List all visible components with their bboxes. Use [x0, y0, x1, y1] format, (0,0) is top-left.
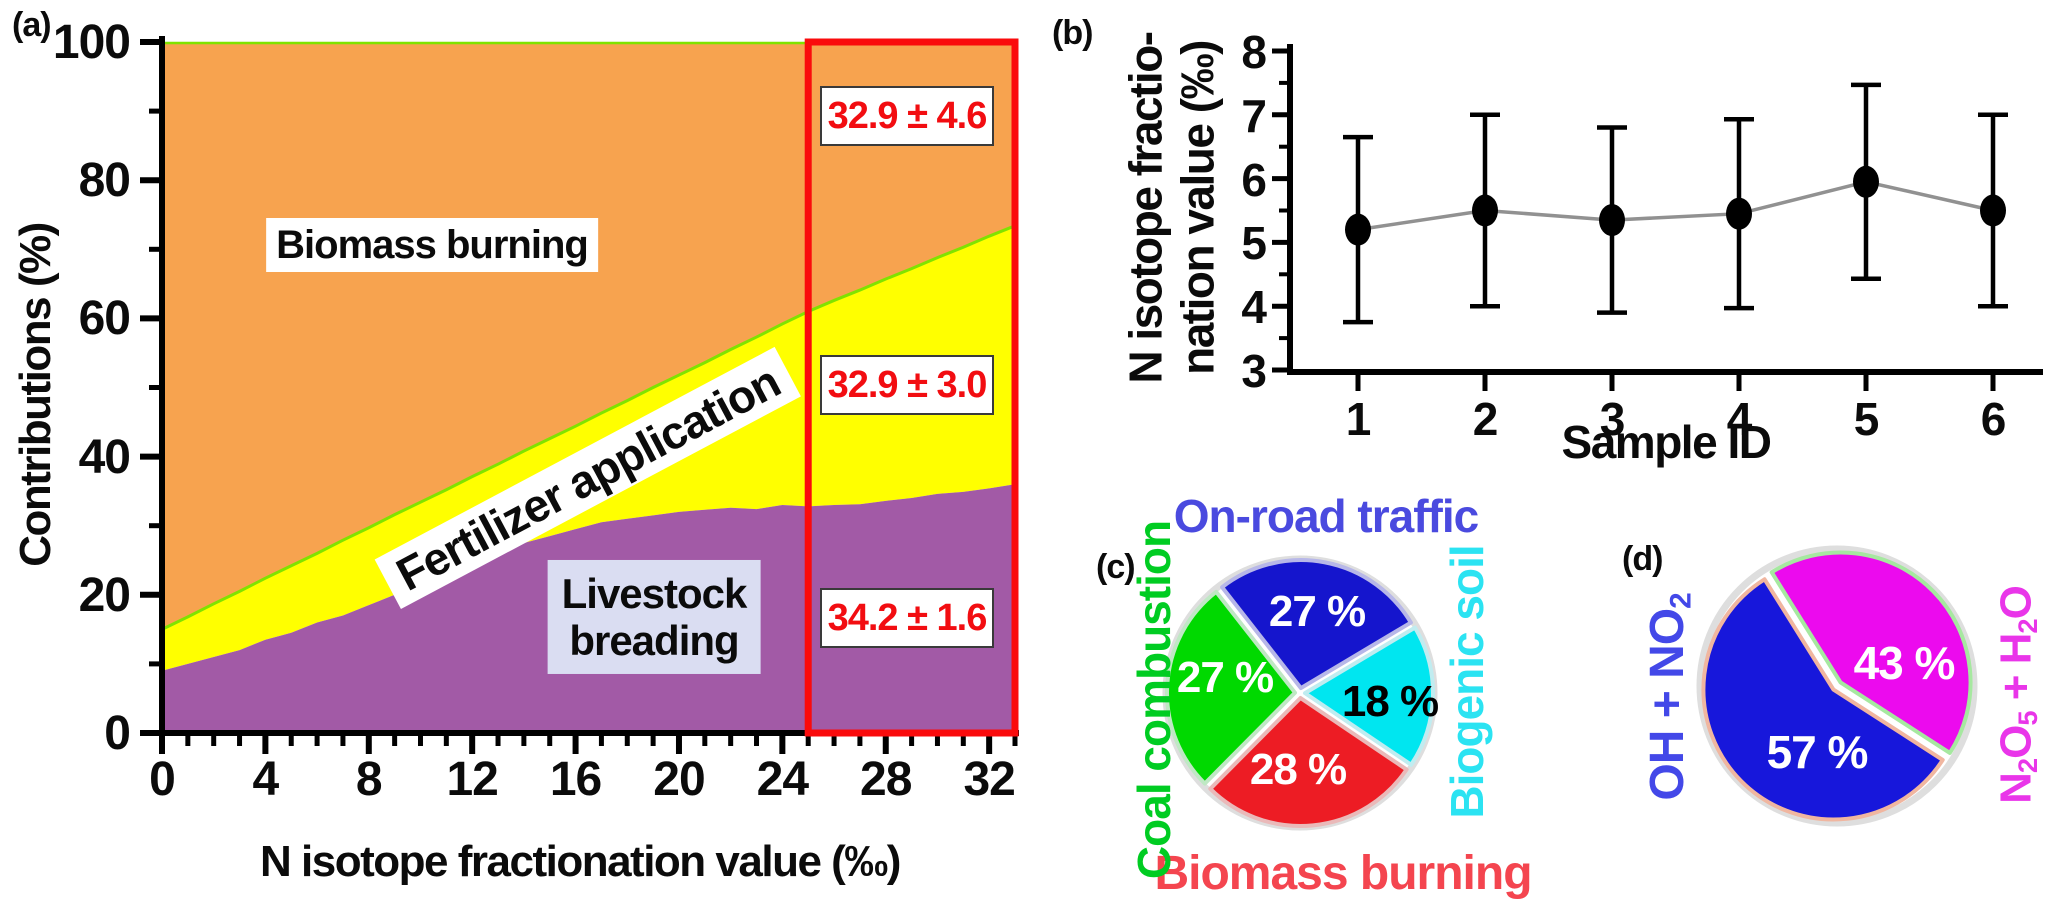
panel-a-x-tick-label: 32 — [963, 753, 1015, 806]
panel-b-y-tick-label: 5 — [1241, 217, 1267, 270]
panel-b-x-tick-label: 3 — [1599, 393, 1626, 445]
pie-c-value-biomass-burning: 28 % — [1249, 744, 1347, 794]
data-point-sample-1 — [1345, 213, 1371, 246]
fertilizer-top-boundary — [161, 224, 1016, 631]
panel-a-x-tick-label: 28 — [860, 753, 912, 806]
pie-c-label-coal-combustion: Coal combustion — [1127, 520, 1180, 880]
panel-b-y-tick-label: 4 — [1241, 281, 1267, 334]
panel-b-x-tick-label: 1 — [1345, 393, 1372, 445]
panel-b-x-tick-label: 5 — [1853, 393, 1880, 445]
data-point-sample-3 — [1599, 204, 1625, 237]
pie-d-label-oh-no2: OH + NO2 — [1641, 593, 1698, 801]
pie-d-slice-n2o5-h2o — [1769, 550, 1973, 755]
pie-c-label-biomass-burning: Biomass burning — [1154, 846, 1532, 900]
area-biomass-burning — [162, 42, 1015, 630]
panel-b-x-tick-label: 2 — [1472, 393, 1499, 445]
pie-c-slice-biogenic-soil — [1303, 625, 1435, 767]
panel-a-x-tick-label: 4 — [252, 753, 280, 806]
pie-d-outer-ring — [1696, 545, 1978, 827]
pie-d-value-oh-no2: 57 % — [1766, 725, 1869, 778]
pie-c-value-biogenic-soil: 18 % — [1341, 676, 1439, 726]
pie-c-value-coal-combustion: 27 % — [1176, 652, 1274, 702]
panel-b-tag: (b) — [1052, 14, 1093, 52]
panel-a-y-tick-label: 80 — [78, 154, 131, 208]
pie-c-slice-biomass-burning — [1208, 695, 1409, 828]
panel-a-x-axis-title: N isotope fractionation value (‰) — [260, 836, 901, 886]
panel-b-x-tick-label: 6 — [1980, 393, 2007, 445]
pie-c-value-on-road-traffic: 27 % — [1268, 586, 1366, 636]
panel-a-y-tick-label: 60 — [78, 292, 131, 346]
annotation-livestock-value: 34.2 ± 1.6 — [820, 588, 994, 648]
pie-c-label-biogenic-soil: Biogenic soil — [1440, 545, 1493, 819]
panel-b-x-axis-title: Sample ID — [1561, 415, 1772, 468]
panel-b-y-tick-label: 6 — [1241, 153, 1267, 206]
panel-b-y-tick-label: 7 — [1241, 89, 1267, 142]
panel-a-x-tick-label: 8 — [355, 753, 383, 806]
panel-b-y-tick-label: 3 — [1241, 345, 1267, 397]
panel-a-x-tick-label: 0 — [149, 753, 176, 806]
annotation-biomass-value: 32.9 ± 4.6 — [820, 86, 994, 146]
panel-a-x-tick-label: 20 — [653, 753, 705, 806]
panel-a-y-tick-label: 100 — [52, 16, 131, 69]
panel-d-tag: (d) — [1622, 540, 1663, 578]
pie-d-slice-oh-no2 — [1701, 577, 1945, 822]
panel-c-tag: (c) — [1096, 548, 1136, 586]
pie-c-slice-coal-combustion — [1165, 589, 1298, 786]
data-point-sample-2 — [1472, 194, 1498, 227]
pie-c-slice-on-road-traffic — [1220, 558, 1413, 691]
panel-a-x-tick-label: 16 — [549, 753, 602, 806]
pie-c-label-on-road-traffic: On-road traffic — [1173, 489, 1479, 542]
pie-d-value-n2o5-h2o: 43 % — [1853, 636, 1956, 689]
highlight-box — [804, 38, 1019, 737]
data-point-sample-6 — [1980, 194, 2006, 227]
pie-d-label-n2o5-h2o: N2O5 + H2O — [1991, 586, 2044, 804]
data-point-sample-4 — [1726, 197, 1752, 230]
panel-a-x-tick-label: 12 — [446, 753, 498, 806]
panel-a-tag: (a) — [12, 6, 52, 44]
panel-b-x-tick-label: 4 — [1726, 393, 1753, 445]
panel-b-y-tick-label: 8 — [1241, 26, 1267, 78]
area-label-biomass-burning: Biomass burning — [266, 218, 598, 272]
annotation-fertilizer-value: 32.9 ± 3.0 — [820, 355, 994, 415]
panel-a-y-tick-label: 0 — [104, 707, 131, 760]
panel-a-x-tick-label: 24 — [756, 753, 809, 806]
area-label-livestock-breading: Livestock breading — [547, 559, 761, 675]
panel-a-y-tick-label: 40 — [78, 430, 131, 484]
sample-connector-line — [1357, 179, 1994, 232]
panel-a-y-axis-title: Contributions (%) — [10, 223, 60, 567]
panel-a-y-tick-label: 20 — [78, 568, 131, 622]
data-point-sample-5 — [1853, 165, 1879, 198]
